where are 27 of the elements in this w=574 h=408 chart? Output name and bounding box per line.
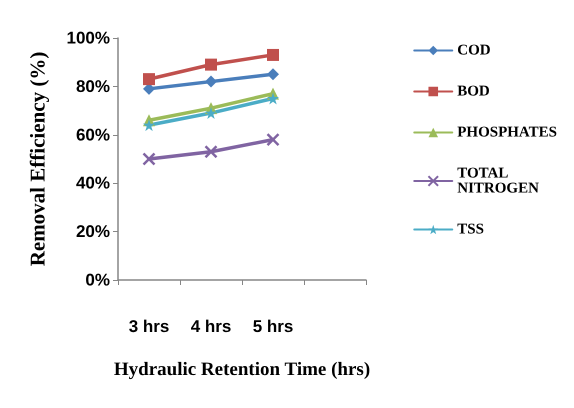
point xyxy=(204,144,218,158)
legend-label: PHOSPHATES xyxy=(457,124,558,140)
y-tick-label: 100% xyxy=(66,28,110,48)
y-axis-title: Removal Efficiency (%) xyxy=(26,52,50,266)
y-tick-label: 0% xyxy=(85,270,110,290)
point xyxy=(205,76,217,88)
point xyxy=(267,68,279,80)
x-tick-label: 3 hrs xyxy=(128,317,170,336)
x-axis-title: Hydraulic Retention Time (hrs) xyxy=(114,359,370,380)
point xyxy=(142,152,156,166)
point xyxy=(143,73,155,86)
x-tick-label: 5 hrs xyxy=(252,317,294,336)
point xyxy=(267,48,279,61)
legend-label: COD xyxy=(457,42,491,58)
point xyxy=(205,107,217,120)
y-tick-label: 20% xyxy=(76,222,110,242)
legend-label: TSS xyxy=(457,222,484,238)
y-tick-label: 60% xyxy=(76,125,110,144)
point xyxy=(267,92,279,104)
point xyxy=(266,132,280,146)
point xyxy=(205,58,217,71)
y-tick-label: 40% xyxy=(76,174,110,193)
legend-label: TOTAL NITROGEN xyxy=(457,166,540,196)
x-tick-label: 4 hrs xyxy=(190,317,232,336)
legend-label: BOD xyxy=(457,84,490,100)
y-tick-label: 80% xyxy=(76,76,110,96)
point xyxy=(143,119,155,132)
